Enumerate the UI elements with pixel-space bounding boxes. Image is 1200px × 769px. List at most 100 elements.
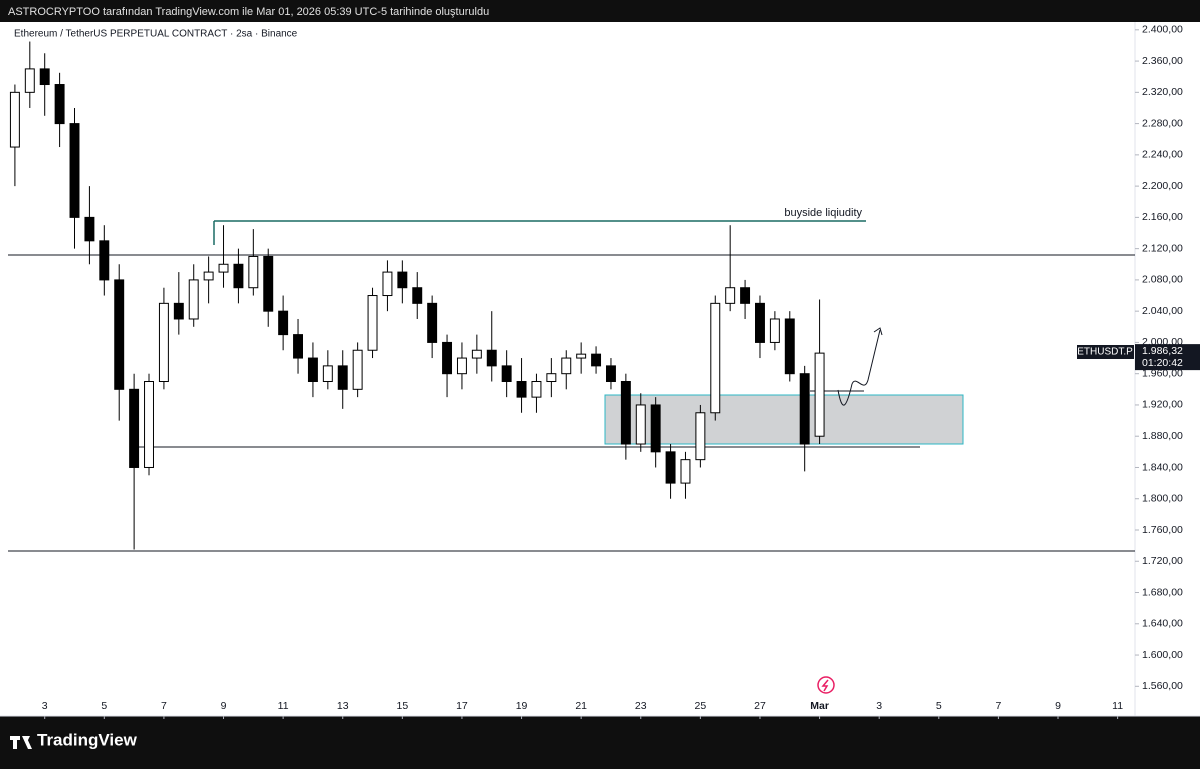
candle-body bbox=[427, 302, 438, 343]
candle-body bbox=[695, 412, 706, 461]
y-tick-label: 1.800,00 bbox=[1142, 493, 1183, 505]
x-tick-label: 5 bbox=[936, 700, 942, 712]
logo-mark bbox=[10, 736, 32, 749]
candle-body bbox=[546, 373, 557, 383]
x-tick-label: 7 bbox=[161, 700, 167, 712]
candle-body bbox=[24, 68, 35, 93]
axes: 2.400,00 2.360,00 2.320,00 2.280,00 2.240,00… bbox=[42, 24, 1200, 719]
candle-body bbox=[114, 279, 125, 390]
projection-arrow bbox=[837, 329, 881, 406]
last-price-label: 1.986,32 bbox=[1142, 345, 1183, 357]
candle-body bbox=[471, 349, 482, 359]
candle-body bbox=[337, 365, 348, 390]
candle-body bbox=[412, 287, 423, 304]
y-tick-label: 2.040,00 bbox=[1142, 305, 1183, 317]
candle-body bbox=[173, 302, 184, 320]
annotation: buyside liqiudity bbox=[784, 207, 862, 219]
candle-body bbox=[39, 68, 50, 86]
candle-body bbox=[84, 216, 95, 242]
candle-body bbox=[129, 388, 140, 468]
candle-body bbox=[203, 271, 214, 281]
x-tick-label: 7 bbox=[995, 700, 1001, 712]
logo-text: TradingView bbox=[37, 730, 138, 749]
candle-body bbox=[322, 365, 333, 383]
x-tick-label: 19 bbox=[516, 700, 528, 712]
candles bbox=[9, 41, 825, 550]
y-tick-label: 1.920,00 bbox=[1142, 399, 1183, 411]
candle-body bbox=[442, 341, 453, 375]
candle-body bbox=[799, 373, 810, 445]
y-tick-label: 1.960,00 bbox=[1142, 367, 1183, 379]
candle-body bbox=[9, 91, 20, 148]
x-tick-label: 21 bbox=[575, 700, 587, 712]
x-tick-label: 17 bbox=[456, 700, 468, 712]
candle-body bbox=[263, 255, 274, 312]
chart-area bbox=[0, 22, 1200, 716]
y-tick-label: 2.080,00 bbox=[1142, 274, 1183, 286]
x-tick-label: 9 bbox=[221, 700, 227, 712]
candle-body bbox=[740, 287, 751, 304]
zone-box bbox=[604, 394, 964, 445]
x-tick-label: 5 bbox=[101, 700, 107, 712]
event-icon[interactable] bbox=[817, 676, 835, 694]
y-tick-label: 2.360,00 bbox=[1142, 55, 1183, 67]
y-tick-label: 1.720,00 bbox=[1142, 555, 1183, 567]
candle-body bbox=[233, 263, 244, 289]
candle-body bbox=[814, 352, 825, 437]
y-tick-label: 1.560,00 bbox=[1142, 680, 1183, 692]
candle-body bbox=[755, 302, 765, 343]
candle-body bbox=[680, 459, 691, 484]
event-icon-bolt bbox=[821, 679, 829, 692]
x-tick-label: 11 bbox=[278, 700, 289, 712]
candle-body bbox=[605, 365, 616, 383]
y-tick-label: 2.120,00 bbox=[1142, 242, 1183, 254]
candle-body bbox=[516, 381, 527, 398]
x-tick-label: 3 bbox=[876, 700, 882, 712]
y-tick-label: 1.640,00 bbox=[1142, 618, 1183, 630]
candle-body bbox=[352, 349, 363, 390]
x-tick-label: 9 bbox=[1055, 700, 1061, 712]
candle-body bbox=[218, 263, 229, 273]
y-tick-label: 1.760,00 bbox=[1142, 524, 1183, 536]
candle-body bbox=[635, 404, 646, 445]
x-tick-label: 25 bbox=[695, 700, 707, 712]
candle-body bbox=[248, 255, 259, 289]
candle-body bbox=[486, 349, 497, 367]
y-tick-label: 2.160,00 bbox=[1142, 211, 1183, 223]
candle-body bbox=[725, 287, 736, 304]
candle-body bbox=[665, 451, 676, 484]
candle-body bbox=[367, 295, 378, 351]
last-price-tag bbox=[1135, 344, 1200, 371]
candle-body bbox=[576, 353, 587, 359]
y-tick-label: 2.280,00 bbox=[1142, 117, 1183, 129]
x-tick-label: 3 bbox=[42, 700, 48, 712]
symbol-label: ETHUSDT.P bbox=[1077, 347, 1133, 358]
candle-body bbox=[650, 404, 661, 453]
candle-body bbox=[710, 302, 721, 414]
x-tick-label: 27 bbox=[754, 700, 766, 712]
y-tick-label: 2.320,00 bbox=[1142, 86, 1183, 98]
candle-body bbox=[591, 353, 602, 367]
candle-body bbox=[456, 357, 467, 375]
y-tick-label: 2.400,00 bbox=[1142, 24, 1183, 36]
candle-body bbox=[784, 318, 795, 375]
y-tick-label: 1.880,00 bbox=[1142, 430, 1183, 442]
y-tick-label: 2.200,00 bbox=[1142, 180, 1183, 192]
candle-body bbox=[99, 240, 110, 281]
candle-body bbox=[397, 271, 408, 289]
candle-body bbox=[69, 123, 80, 218]
candle-body bbox=[531, 381, 542, 398]
chart-legend: Ethereum / TetherUS PERPETUAL CONTRACT ·… bbox=[14, 29, 298, 40]
candle-body bbox=[293, 334, 304, 359]
y-tick-label: 1.680,00 bbox=[1142, 586, 1183, 598]
y-tick-label: 1.840,00 bbox=[1142, 461, 1183, 473]
candle-body bbox=[278, 310, 289, 336]
candle-body bbox=[620, 381, 631, 445]
candle-body bbox=[158, 302, 169, 383]
candle-body bbox=[54, 84, 65, 125]
candle-body bbox=[144, 381, 154, 468]
candle-body bbox=[769, 318, 780, 343]
x-tick-label: Mar bbox=[810, 700, 829, 712]
x-tick-label: 11 bbox=[1112, 700, 1123, 712]
